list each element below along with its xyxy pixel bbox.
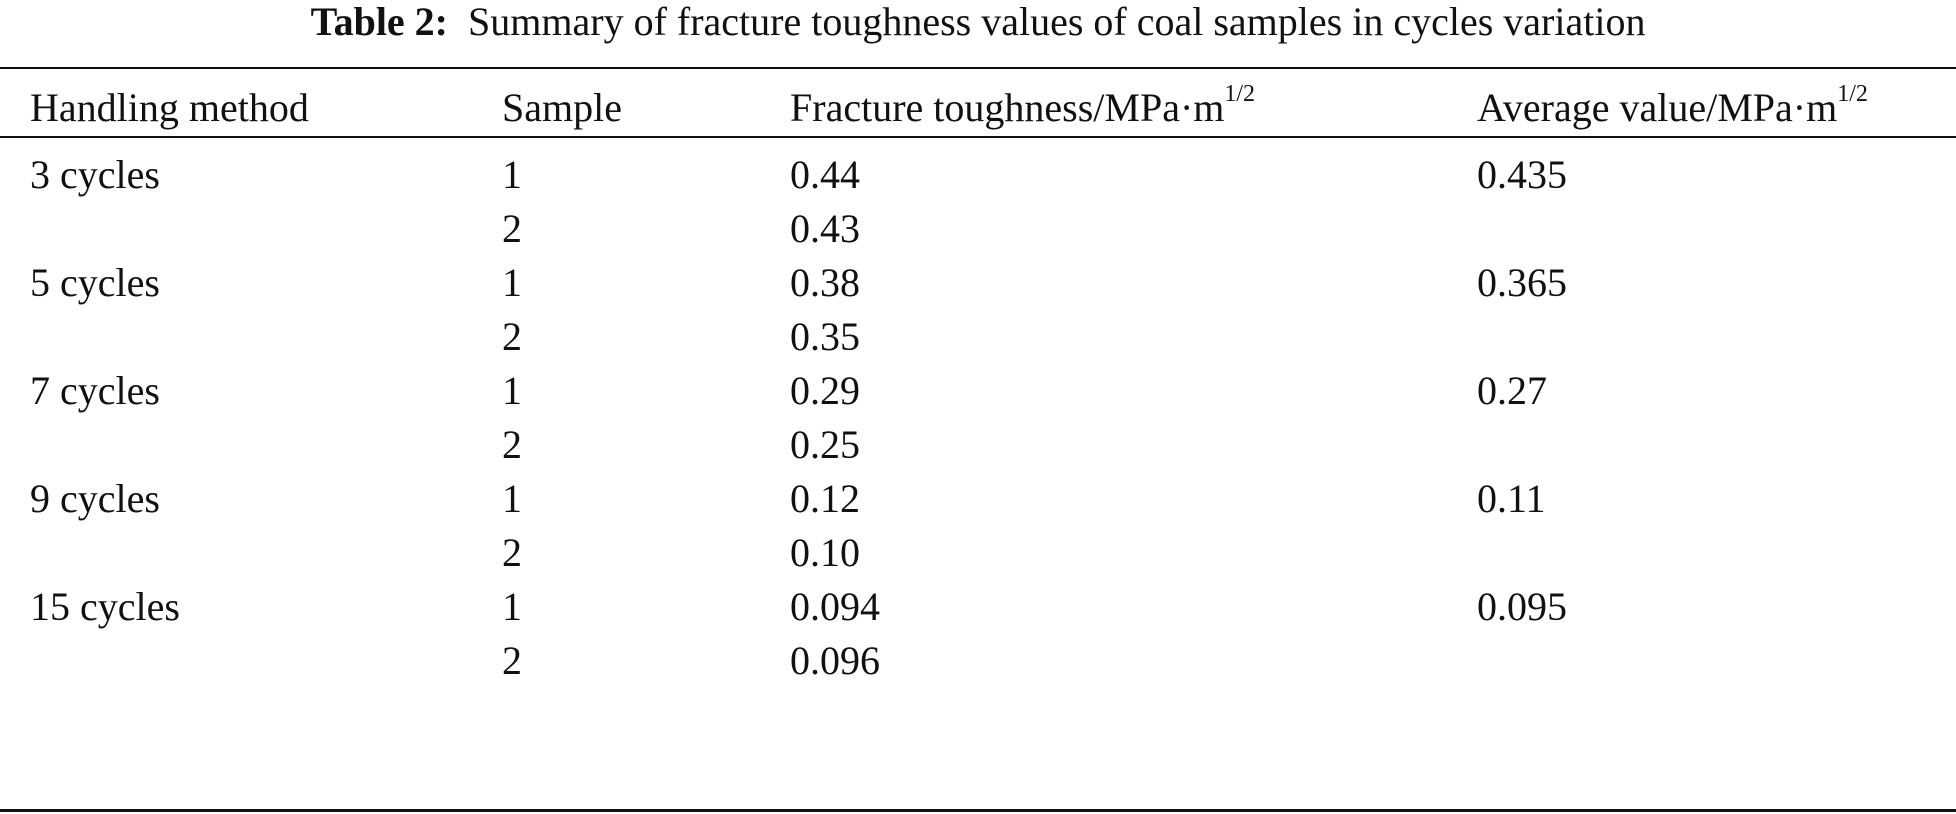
cell-fracture-toughness: 0.10 bbox=[790, 530, 860, 575]
header-fracture-toughness-unit: Fracture toughness/MPa·m bbox=[790, 85, 1225, 130]
header-average-value-exponent: 1/2 bbox=[1837, 80, 1868, 107]
cell-fracture-toughness: 0.29 bbox=[790, 368, 860, 413]
cell-fracture-toughness: 0.35 bbox=[790, 314, 860, 359]
header-sample: Sample bbox=[502, 85, 622, 130]
cell-handling-method: 3 cycles bbox=[30, 152, 160, 197]
table-caption-text: Summary of fracture toughness values of … bbox=[468, 0, 1646, 44]
cell-sample: 2 bbox=[502, 638, 522, 683]
cell-average-value: 0.27 bbox=[1477, 368, 1547, 413]
cell-handling-method: 5 cycles bbox=[30, 260, 160, 305]
cell-fracture-toughness: 0.43 bbox=[790, 206, 860, 251]
cell-handling-method: 15 cycles bbox=[30, 584, 180, 629]
cell-fracture-toughness: 0.096 bbox=[790, 638, 880, 683]
cell-sample: 2 bbox=[502, 206, 522, 251]
cell-average-value: 0.095 bbox=[1477, 584, 1567, 629]
cell-average-value: 0.11 bbox=[1477, 476, 1546, 521]
cell-average-value: 0.365 bbox=[1477, 260, 1567, 305]
cell-sample: 2 bbox=[502, 422, 522, 467]
table-bottom-rule bbox=[0, 809, 1956, 812]
table-caption-label: Table 2: bbox=[310, 0, 449, 44]
cell-fracture-toughness: 0.38 bbox=[790, 260, 860, 305]
header-average-value: Average value/MPa·m1/2 bbox=[1477, 80, 1868, 132]
cell-sample: 1 bbox=[502, 368, 522, 413]
cell-fracture-toughness: 0.094 bbox=[790, 584, 880, 629]
header-fracture-toughness: Fracture toughness/MPa·m1/2 bbox=[790, 80, 1256, 132]
cell-sample: 2 bbox=[502, 530, 522, 575]
header-handling-method: Handling method bbox=[30, 85, 309, 130]
cell-fracture-toughness: 0.12 bbox=[790, 476, 860, 521]
cell-fracture-toughness: 0.25 bbox=[790, 422, 860, 467]
cell-sample: 1 bbox=[502, 476, 522, 521]
cell-sample: 1 bbox=[502, 260, 522, 305]
cell-handling-method: 9 cycles bbox=[30, 476, 160, 521]
cell-sample: 1 bbox=[502, 584, 522, 629]
cell-fracture-toughness: 0.44 bbox=[790, 152, 860, 197]
cell-sample: 1 bbox=[502, 152, 522, 197]
table-top-rule bbox=[0, 67, 1956, 69]
header-average-value-unit: Average value/MPa·m bbox=[1477, 85, 1838, 130]
header-fracture-toughness-exponent: 1/2 bbox=[1224, 80, 1256, 107]
table-header-rule bbox=[0, 136, 1956, 138]
cell-average-value: 0.435 bbox=[1477, 152, 1567, 197]
cell-sample: 2 bbox=[502, 314, 522, 359]
table-caption: Table 2: Summary of fracture toughness v… bbox=[0, 0, 1956, 44]
cell-handling-method: 7 cycles bbox=[30, 368, 160, 413]
